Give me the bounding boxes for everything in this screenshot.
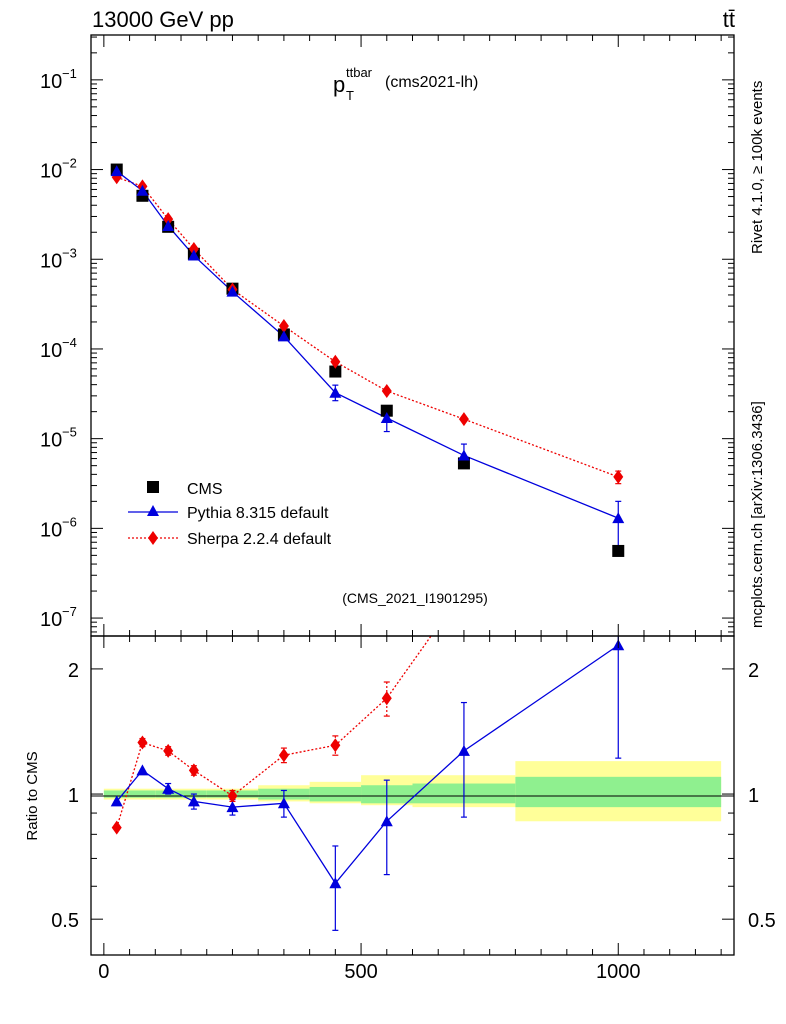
main-ytick-label-exp: −2 xyxy=(62,156,77,171)
plot-title: p ttbar T (cms2021-lh) xyxy=(333,65,478,103)
sherpa-ratio-point xyxy=(227,788,238,803)
ratio-panel: 0.5 0.5 1 1 2 2 Ratio to CMS xyxy=(24,635,776,956)
sherpa-line xyxy=(116,176,619,478)
legend-entry-pythia: Pythia 8.315 default xyxy=(128,505,329,522)
sherpa-point xyxy=(188,242,199,257)
main-ytick-label: 10 xyxy=(40,250,62,272)
ratio-ytick-label-right: 1 xyxy=(748,785,759,807)
pythia-ratio-point xyxy=(380,815,393,827)
main-ytick-label: 10 xyxy=(40,430,62,452)
pythia-point xyxy=(187,249,200,261)
sherpa-ratio-point xyxy=(188,763,199,778)
main-ytick-label-exp: −7 xyxy=(62,604,77,619)
pythia-point xyxy=(277,330,290,342)
main-ytick-label-exp: −1 xyxy=(62,66,77,81)
pythia-ratio-line xyxy=(116,644,619,885)
pythia-ratio-point xyxy=(162,782,175,794)
title-sup: ttbar xyxy=(346,65,373,80)
main-ytick-label: 10 xyxy=(40,609,62,631)
pythia-ratio-point xyxy=(226,801,239,813)
title-main: p xyxy=(333,72,345,97)
sherpa-ratio-point xyxy=(137,735,148,750)
cms-point xyxy=(612,544,625,557)
legend-sherpa-marker xyxy=(148,531,158,545)
uncertainty-band-inner xyxy=(103,790,130,798)
cms-point xyxy=(329,365,342,378)
sherpa-ratio-point xyxy=(381,691,392,706)
xtick-label: 0 xyxy=(98,961,109,983)
legend: CMS Pythia 8.315 default Sherpa 2.2.4 de… xyxy=(128,481,332,548)
legend-pythia-marker xyxy=(147,505,159,516)
pythia-point xyxy=(162,219,175,231)
ratio-ylabel: Ratio to CMS xyxy=(24,751,41,840)
pythia-point xyxy=(457,449,470,461)
uncertainty-band-inner xyxy=(309,786,362,802)
pythia-ratio-point xyxy=(329,877,342,889)
sherpa-point xyxy=(613,469,624,484)
pythia-ratio-point xyxy=(110,795,123,807)
sherpa-point xyxy=(278,319,289,334)
ratio-ytick-label-left: 1 xyxy=(68,785,79,807)
pythia-point xyxy=(226,285,239,297)
sherpa-ratio-point xyxy=(111,820,122,835)
legend-sherpa-label: Sherpa 2.2.4 default xyxy=(187,531,332,548)
ratio-ytick-label-left: 0.5 xyxy=(51,910,79,932)
pythia-point xyxy=(329,386,342,398)
ratio-ytick-label-right: 2 xyxy=(748,660,759,682)
title-sub: T xyxy=(346,88,354,103)
mcplots-label: mcplots.cern.ch [arXiv:1306.3436] xyxy=(749,401,766,628)
sherpa-point xyxy=(163,212,174,227)
title-suffix: (cms2021-lh) xyxy=(385,74,478,91)
pythia-ratio-point xyxy=(136,764,149,776)
legend-cms-label: CMS xyxy=(187,481,223,498)
pythia-point xyxy=(110,165,123,177)
main-ytick-label: 10 xyxy=(40,340,62,362)
sherpa-point xyxy=(458,412,469,427)
ratio-ytick-label-left: 2 xyxy=(68,660,79,682)
sherpa-ratio-point xyxy=(330,738,341,753)
sherpa-ratio-point xyxy=(278,748,289,763)
legend-entry-sherpa: Sherpa 2.2.4 default xyxy=(128,531,332,548)
sherpa-point xyxy=(330,354,341,369)
pythia-point xyxy=(380,411,393,423)
main-panel: 10−110−210−310−410−510−610−7 p ttbar T (… xyxy=(40,34,735,637)
main-ytick-label: 10 xyxy=(40,71,62,93)
xtick-label: 500 xyxy=(344,961,377,983)
main-ytick-label-exp: −6 xyxy=(62,514,77,529)
sherpa-ratio-line xyxy=(116,636,432,828)
legend-entry-cms: CMS xyxy=(147,481,223,498)
pythia-point xyxy=(612,512,625,524)
rivet-label: Rivet 4.1.0, ≥ 100k events xyxy=(749,81,766,254)
energy-label: 13000 GeV pp xyxy=(92,7,234,32)
sherpa-point xyxy=(381,383,392,398)
xtick-label: 1000 xyxy=(596,961,641,983)
process-label: tt̄ xyxy=(723,7,735,32)
sherpa-ratio-point xyxy=(163,743,174,758)
ratio-ytick-label-right: 0.5 xyxy=(748,910,776,932)
main-ytick-label-exp: −5 xyxy=(62,425,77,440)
uncertainty-band-inner xyxy=(515,776,722,808)
cms-point xyxy=(380,404,393,417)
pythia-ratio-point xyxy=(187,795,200,807)
main-ytick-label: 10 xyxy=(40,519,62,541)
pythia-ratio-point xyxy=(457,744,470,756)
pythia-line xyxy=(116,170,619,519)
pythia-ratio-point xyxy=(277,797,290,809)
analysis-id: (CMS_2021_I1901295) xyxy=(342,590,488,606)
main-ytick-label: 10 xyxy=(40,161,62,183)
uncertainty-band-inner xyxy=(129,790,156,798)
main-ytick-label-exp: −3 xyxy=(62,245,77,260)
legend-pythia-label: Pythia 8.315 default xyxy=(187,505,329,522)
pythia-point xyxy=(136,184,149,196)
main-ytick-label-exp: −4 xyxy=(62,335,77,350)
legend-cms-marker xyxy=(147,481,159,493)
